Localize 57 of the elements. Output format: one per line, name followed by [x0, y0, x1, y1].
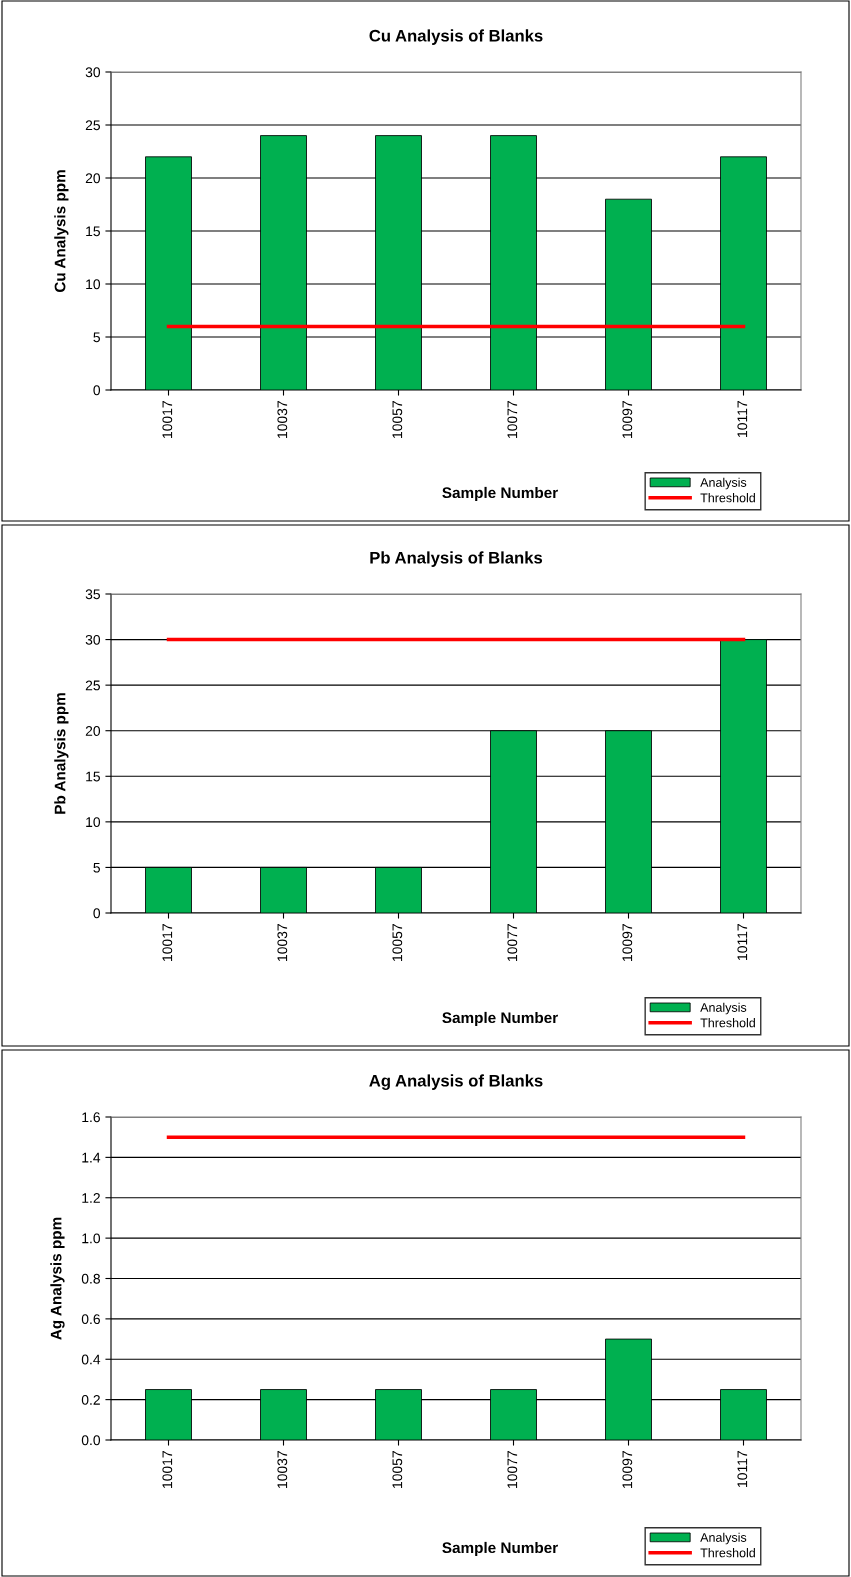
x-tick-label: 10057 [392, 401, 403, 438]
y-tick-label: 0 [93, 385, 101, 396]
x-tick-label: 10097 [622, 401, 633, 438]
x-axis-title: Sample Number [442, 1541, 558, 1557]
chart-title: Pb Analysis of Blanks [370, 551, 543, 567]
x-tick-label: 10077 [507, 1451, 518, 1488]
x-tick-label: 10017 [162, 1451, 173, 1488]
x-tick-label: 10057 [392, 1451, 403, 1488]
x-axis-title: Sample Number [442, 486, 558, 502]
x-tick-label: 10097 [622, 924, 633, 961]
x-tick-label: 10017 [162, 924, 173, 961]
legend-label: Threshold [700, 1548, 755, 1558]
y-tick-label: 1.2 [82, 1193, 100, 1203]
y-tick-label: 10 [86, 279, 101, 290]
y-tick-label: 0.6 [81, 1314, 100, 1325]
x-tick-label: 10017 [162, 401, 173, 438]
y-tick-label: 0 [93, 908, 101, 919]
y-tick-label: 1.4 [82, 1152, 101, 1163]
y-tick-label: 25 [85, 680, 100, 691]
y-tick-label: 0.8 [81, 1273, 100, 1284]
legend-label: Analysis [700, 1002, 747, 1015]
x-tick-label: 10117 [737, 924, 748, 960]
legend-label: Threshold [700, 493, 755, 503]
x-tick-label: 10117 [737, 1451, 748, 1487]
y-axis-title: Cu Analysis ppm [54, 170, 69, 293]
y-tick-label: 20 [85, 173, 101, 184]
x-tick-label: 10037 [277, 924, 288, 961]
x-tick-label: 10117 [737, 401, 748, 437]
x-tick-label: 10057 [392, 924, 403, 961]
y-axis-title: Ag Analysis ppm [50, 1217, 65, 1340]
legend-label: Threshold [700, 1018, 755, 1028]
y-tick-label: 35 [85, 589, 100, 600]
legend-label: Analysis [700, 1532, 747, 1545]
y-tick-label: 30 [85, 634, 101, 645]
x-tick-label: 10037 [277, 1451, 288, 1488]
y-tick-label: 5 [93, 332, 100, 343]
y-tick-label: 1.0 [82, 1233, 101, 1244]
y-tick-label: 5 [93, 862, 100, 873]
y-tick-label: 0.2 [81, 1394, 100, 1405]
y-tick-label: 0.4 [81, 1354, 101, 1365]
y-tick-label: 15 [86, 226, 100, 237]
y-tick-label: 30 [85, 67, 101, 78]
y-tick-label: 15 [86, 771, 100, 782]
chart-title: Ag Analysis of Blanks [369, 1074, 543, 1090]
x-tick-label: 10077 [507, 924, 518, 961]
x-tick-label: 10097 [622, 1451, 633, 1488]
legend-label: Analysis [700, 477, 747, 490]
y-tick-label: 10 [86, 817, 101, 828]
y-tick-label: 1.6 [82, 1112, 100, 1123]
y-axis-title: Pb Analysis ppm [54, 693, 69, 814]
y-tick-label: 20 [85, 726, 101, 736]
x-tick-label: 10077 [507, 401, 518, 438]
x-tick-label: 10037 [277, 401, 288, 438]
chart-title: Cu Analysis of Blanks [369, 29, 543, 45]
y-tick-label: 0.0 [81, 1435, 101, 1446]
x-axis-title: Sample Number [442, 1011, 558, 1027]
y-tick-label: 25 [85, 120, 100, 131]
